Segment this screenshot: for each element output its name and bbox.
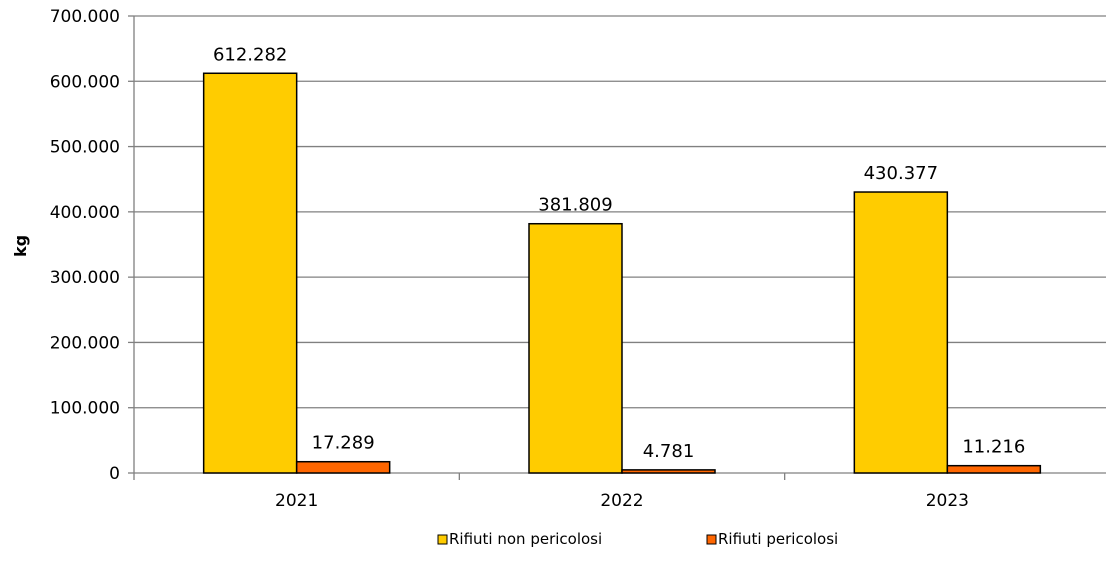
bar — [946, 464, 1042, 474]
x-tick-label: 2023 — [926, 491, 969, 511]
x-tick-label: 2021 — [275, 491, 318, 511]
legend-swatch — [706, 534, 717, 545]
y-tick-label: 400.000 — [50, 203, 120, 223]
y-tick-label: 600.000 — [50, 72, 120, 92]
legend-label: Rifiuti non pericolosi — [449, 530, 602, 548]
data-label: 381.809 — [538, 195, 612, 216]
bar — [202, 72, 298, 474]
bar — [295, 460, 391, 474]
data-label: 430.377 — [864, 163, 938, 184]
x-tick-label: 2022 — [600, 491, 643, 511]
bar — [528, 222, 623, 474]
data-label: 11.216 — [962, 437, 1025, 458]
y-axis-title: kg — [11, 235, 30, 257]
bars — [202, 72, 1042, 474]
y-tick-label: 500.000 — [50, 138, 120, 158]
y-tick-label: 700.000 — [50, 7, 120, 27]
y-tick-label: 0 — [109, 464, 120, 484]
data-label: 17.289 — [312, 433, 375, 454]
y-tick-label: 100.000 — [50, 399, 120, 419]
y-tick-label: 200.000 — [50, 333, 120, 353]
data-labels: 612.282 17.289 381.809 4.781 430.377 11.216 — [213, 44, 1025, 462]
legend-label: Rifiuti pericolosi — [718, 530, 838, 548]
data-label: 4.781 — [643, 441, 695, 462]
data-label: 612.282 — [213, 44, 287, 65]
bar — [853, 191, 949, 474]
legend-swatch — [437, 534, 448, 545]
bar — [621, 469, 716, 474]
y-tick-label: 300.000 — [50, 268, 120, 288]
legend: Rifiuti non pericolosi Rifiuti pericolosi — [437, 530, 838, 548]
